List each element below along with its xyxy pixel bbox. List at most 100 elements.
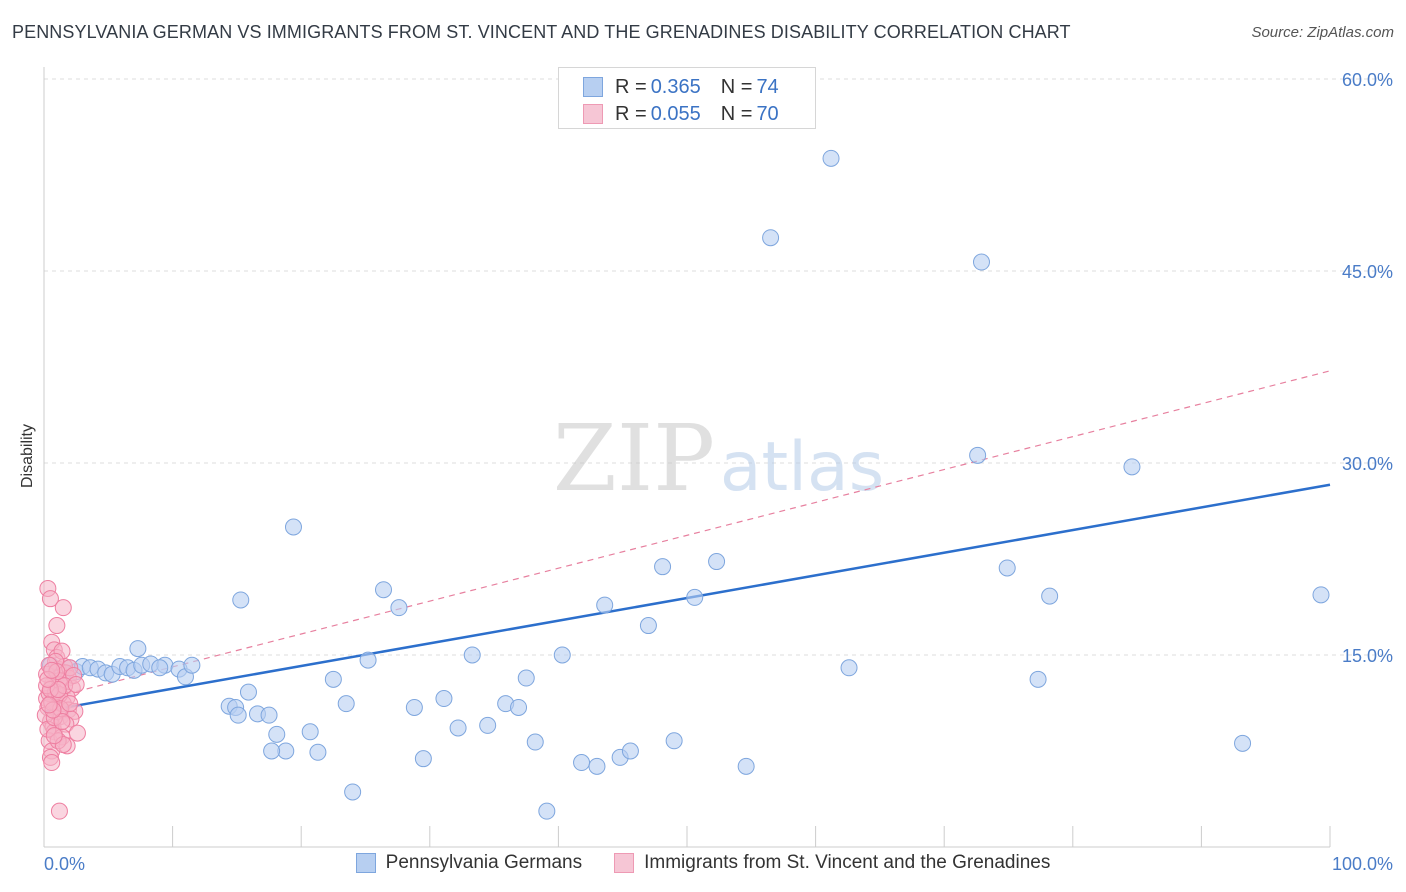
point-pennsylvania-germans xyxy=(260,706,278,724)
point-pennsylvania-germans xyxy=(1123,458,1141,476)
point-pennsylvania-germans xyxy=(840,659,858,677)
chart-title: PENNSYLVANIA GERMAN VS IMMIGRANTS FROM S… xyxy=(12,22,1071,42)
point-pennsylvania-germans xyxy=(324,670,342,688)
point-pennsylvania-germans xyxy=(972,253,990,271)
point-pennsylvania-germans xyxy=(1234,734,1252,752)
x-tick-label: 0.0% xyxy=(44,854,85,874)
legend-n-value: 70 xyxy=(756,102,779,125)
point-pennsylvania-germans xyxy=(435,690,453,708)
point-pennsylvania-germans xyxy=(183,656,201,674)
legend-row-immigrants: R = 0.055 N = 70 xyxy=(583,101,779,127)
point-pennsylvania-germans xyxy=(737,757,755,775)
source-credit: Source: ZipAtlas.com xyxy=(1251,24,1394,41)
point-pennsylvania-germans xyxy=(414,750,432,768)
point-pennsylvania-germans xyxy=(762,229,780,247)
watermark-atlas: atlas xyxy=(720,428,884,507)
point-pennsylvania-germans xyxy=(708,553,726,571)
legend-n-label: N = xyxy=(720,102,753,125)
legend-n-value: 74 xyxy=(756,75,779,98)
point-pennsylvania-germans xyxy=(553,646,571,664)
legend-item-immigrants: Immigrants from St. Vincent and the Gren… xyxy=(614,852,1050,874)
point-pennsylvania-germans xyxy=(510,698,528,716)
point-pennsylvania-germans xyxy=(268,725,286,743)
point-pennsylvania-germans xyxy=(375,581,393,599)
point-pennsylvania-germans xyxy=(344,783,362,801)
point-pennsylvania-germans xyxy=(1029,670,1047,688)
series-legend: Pennsylvania Germans Immigrants from St.… xyxy=(0,852,1406,874)
point-immigrants xyxy=(41,590,59,608)
y-tick-label: 45.0% xyxy=(1342,262,1393,282)
x-tick-label: 100.0% xyxy=(1332,854,1393,874)
point-pennsylvania-germans xyxy=(588,757,606,775)
point-pennsylvania-germans xyxy=(301,723,319,741)
y-tick-label: 15.0% xyxy=(1342,646,1393,666)
point-pennsylvania-germans xyxy=(239,683,257,701)
point-pennsylvania-germans xyxy=(229,706,247,724)
tick-labels: 15.0% 30.0% 45.0% 60.0% 0.0% 100.0% xyxy=(44,70,1393,874)
point-pennsylvania-germans xyxy=(573,754,591,772)
point-pennsylvania-germans xyxy=(526,733,544,751)
point-pennsylvania-germans xyxy=(1041,587,1059,605)
point-pennsylvania-germans xyxy=(665,732,683,750)
point-immigrants xyxy=(61,695,79,713)
point-pennsylvania-germans xyxy=(1312,586,1330,604)
point-immigrants xyxy=(45,727,63,745)
point-immigrants xyxy=(68,724,86,742)
point-immigrants xyxy=(48,617,66,635)
point-pennsylvania-germans xyxy=(998,559,1016,577)
y-tick-label: 60.0% xyxy=(1342,70,1393,90)
legend-swatch-pink xyxy=(583,104,603,124)
point-pennsylvania-germans xyxy=(277,742,295,760)
point-pennsylvania-germans xyxy=(654,558,672,576)
point-immigrants xyxy=(43,754,61,772)
legend-r-value: 0.365 xyxy=(650,75,701,98)
legend-swatch-blue xyxy=(583,77,603,97)
point-pennsylvania-germans xyxy=(337,695,355,713)
y-tick-label: 30.0% xyxy=(1342,454,1393,474)
point-pennsylvania-germans xyxy=(479,716,497,734)
legend-label: Pennsylvania Germans xyxy=(385,852,583,873)
legend-swatch-blue xyxy=(355,853,376,873)
legend-r-value: 0.055 xyxy=(650,102,701,125)
point-pennsylvania-germans xyxy=(151,659,169,677)
point-pennsylvania-germans xyxy=(822,149,840,167)
trend-line-immigrants xyxy=(43,370,1331,701)
point-pennsylvania-germans xyxy=(309,743,327,761)
point-immigrants xyxy=(49,681,67,699)
legend-n-label: N = xyxy=(720,75,753,98)
point-immigrants xyxy=(43,661,61,679)
data-points xyxy=(36,149,1330,820)
point-immigrants xyxy=(50,802,68,820)
point-pennsylvania-germans xyxy=(969,446,987,464)
point-pennsylvania-germans xyxy=(517,669,535,687)
point-pennsylvania-germans xyxy=(463,646,481,664)
point-pennsylvania-germans xyxy=(538,802,556,820)
point-pennsylvania-germans xyxy=(232,591,250,609)
correlation-legend: R = 0.365 N = 74 R = 0.055 N = 70 xyxy=(558,67,816,129)
legend-row-pennsylvania-germans: R = 0.365 N = 74 xyxy=(583,74,779,100)
watermark: ZIP atlas xyxy=(553,405,884,512)
point-pennsylvania-germans xyxy=(129,640,147,658)
point-immigrants xyxy=(54,599,72,617)
point-pennsylvania-germans xyxy=(621,742,639,760)
point-pennsylvania-germans xyxy=(359,651,377,669)
point-pennsylvania-germans xyxy=(390,599,408,617)
legend-swatch-pink xyxy=(614,853,635,873)
legend-r-label: R = xyxy=(615,102,647,125)
legend-label: Immigrants from St. Vincent and the Gren… xyxy=(644,852,1051,873)
point-pennsylvania-germans xyxy=(284,518,302,536)
legend-r-label: R = xyxy=(615,75,647,98)
watermark-zip: ZIP xyxy=(553,405,715,512)
point-pennsylvania-germans xyxy=(449,719,467,737)
y-axis-label: Disability xyxy=(19,423,36,489)
point-immigrants xyxy=(40,696,58,714)
point-immigrants xyxy=(53,713,71,731)
point-pennsylvania-germans xyxy=(405,698,423,716)
point-pennsylvania-germans xyxy=(686,588,704,606)
point-immigrants xyxy=(67,675,85,693)
point-pennsylvania-germans xyxy=(263,742,281,760)
point-pennsylvania-germans xyxy=(596,596,614,614)
point-pennsylvania-germans xyxy=(639,617,657,635)
legend-item-pennsylvania-germans: Pennsylvania Germans xyxy=(355,852,583,874)
